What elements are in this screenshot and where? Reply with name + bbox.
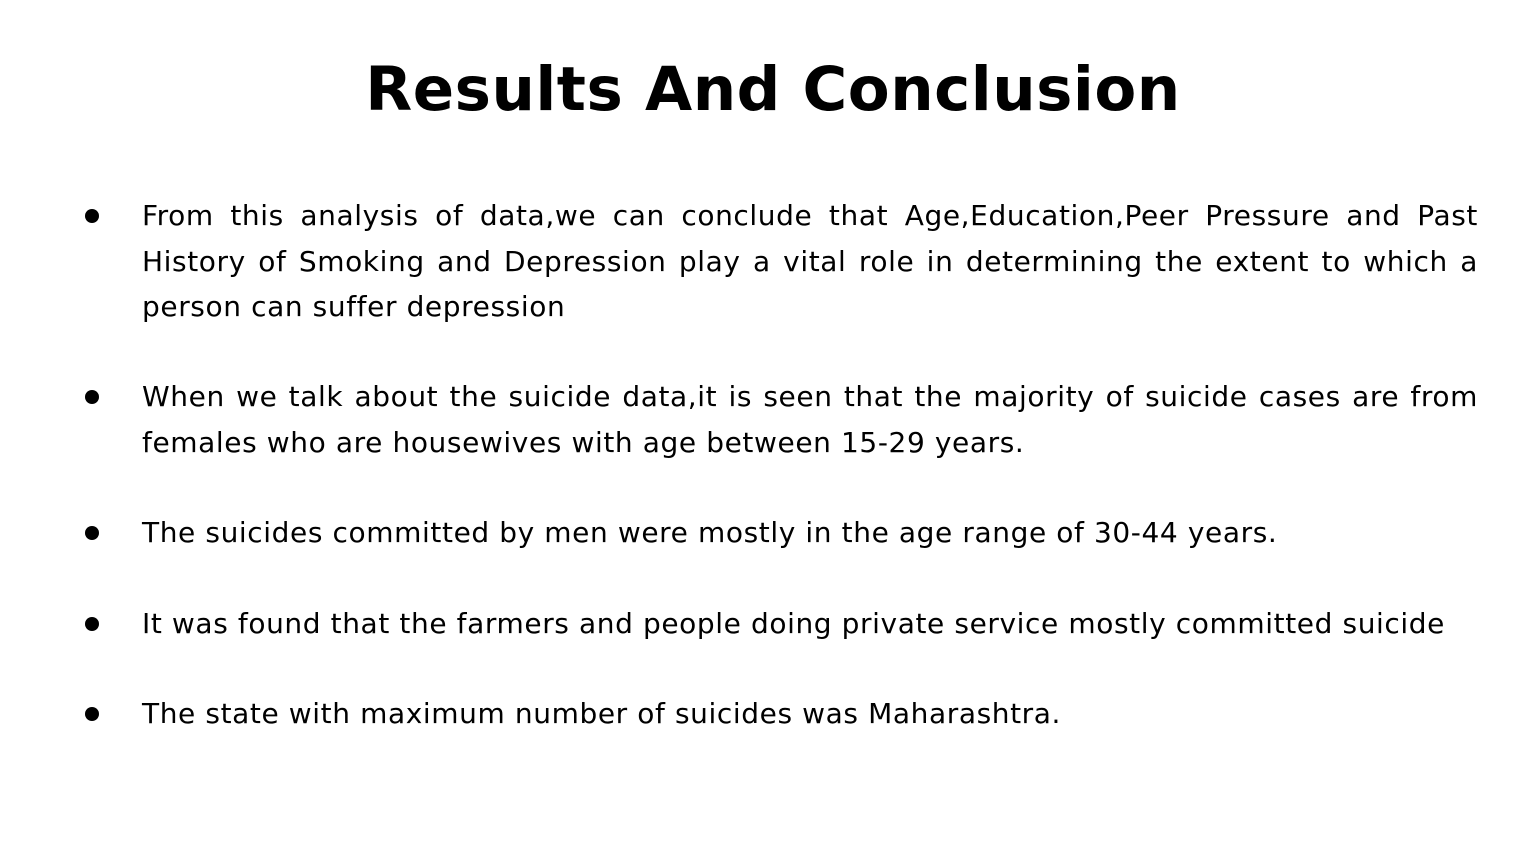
bullet-icon <box>85 209 99 223</box>
bullet-item: It was found that the farmers and people… <box>85 601 1478 647</box>
bullet-icon <box>85 526 99 540</box>
bullet-icon <box>85 617 99 631</box>
bullet-text: From this analysis of data,we can conclu… <box>142 199 1478 323</box>
bullet-item: From this analysis of data,we can conclu… <box>85 193 1478 330</box>
bullet-text: The state with maximum number of suicide… <box>142 697 1062 730</box>
bullet-icon <box>85 707 99 721</box>
slide-title: Results And Conclusion <box>365 54 1181 125</box>
bullet-text: When we talk about the suicide data,it i… <box>142 380 1478 459</box>
bullet-item: The suicides committed by men were mostl… <box>85 510 1478 556</box>
bullet-item: When we talk about the suicide data,it i… <box>85 374 1478 465</box>
bullet-text: The suicides committed by men were mostl… <box>142 516 1278 549</box>
bullet-text: It was found that the farmers and people… <box>142 607 1445 640</box>
bullet-item: The state with maximum number of suicide… <box>85 691 1478 737</box>
bullet-icon <box>85 390 99 404</box>
